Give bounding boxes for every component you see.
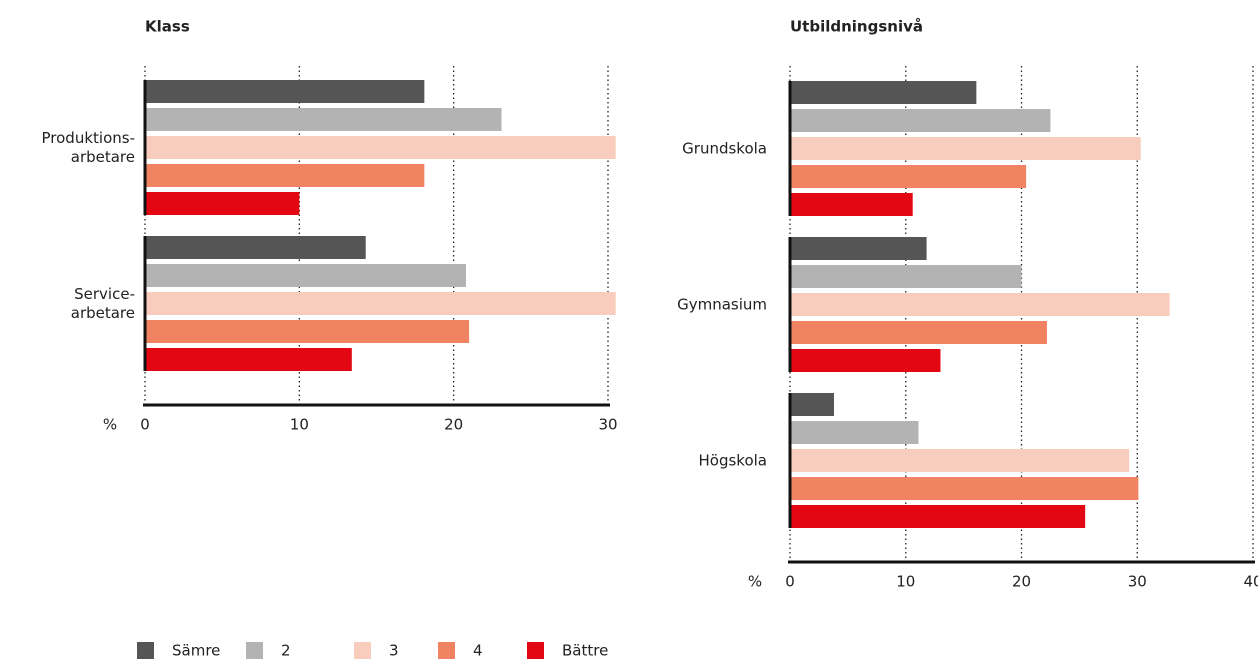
legend-swatch (137, 642, 154, 659)
category-label-line: Grundskola (682, 139, 767, 157)
bar (790, 165, 1027, 188)
chart-title: Utbildningsnivå (790, 18, 923, 36)
bar (790, 505, 1086, 528)
bar (145, 192, 300, 215)
bar (790, 421, 919, 444)
x-tick-label: 0 (785, 573, 795, 591)
legend-label: 4 (473, 642, 483, 660)
legend-swatch (438, 642, 455, 659)
legend-label: Sämre (172, 642, 220, 660)
bar (145, 164, 425, 187)
bar (790, 393, 834, 416)
legend-swatch (246, 642, 263, 659)
bar (790, 193, 913, 216)
bar (790, 265, 1022, 288)
x-tick-label: 10 (896, 573, 915, 591)
x-axis-label: % (748, 573, 762, 591)
bar (145, 108, 502, 131)
category-label-line: arbetare (71, 148, 135, 166)
category-label: Service-arbetare (71, 285, 135, 322)
legend-label: Bättre (562, 642, 608, 660)
bar (145, 292, 616, 315)
category-label: Produktions-arbetare (42, 129, 135, 166)
bar (790, 293, 1170, 316)
bar (790, 321, 1047, 344)
category-label-line: Produktions- (42, 129, 135, 147)
legend-label: 3 (389, 642, 399, 660)
x-tick-label: 40 (1243, 573, 1258, 591)
bar (790, 109, 1051, 132)
category-label: Gymnasium (677, 295, 767, 313)
legend-swatch (527, 642, 544, 659)
bar (145, 348, 352, 371)
bar (145, 80, 425, 103)
bar (790, 81, 977, 104)
bar (145, 264, 467, 287)
x-axis-label: % (103, 416, 117, 434)
category-label-line: Högskola (699, 451, 767, 469)
x-tick-label: 30 (1128, 573, 1147, 591)
x-tick-label: 20 (444, 416, 463, 434)
legend-label: 2 (281, 642, 291, 660)
bar (790, 477, 1139, 500)
bar (145, 236, 366, 259)
bar (145, 320, 470, 343)
x-tick-label: 30 (598, 416, 617, 434)
category-label-line: Service- (74, 285, 135, 303)
bar (790, 137, 1141, 160)
bar (145, 136, 616, 159)
category-label: Högskola (699, 451, 767, 469)
x-tick-label: 10 (290, 416, 309, 434)
x-tick-label: 0 (140, 416, 150, 434)
bar (790, 237, 927, 260)
chart-title: Klass (145, 18, 190, 36)
bar (790, 349, 941, 372)
category-label-line: Gymnasium (677, 295, 767, 313)
category-label-line: arbetare (71, 304, 135, 322)
category-label: Grundskola (682, 139, 767, 157)
bar (790, 449, 1130, 472)
legend-swatch (354, 642, 371, 659)
x-tick-label: 20 (1012, 573, 1031, 591)
